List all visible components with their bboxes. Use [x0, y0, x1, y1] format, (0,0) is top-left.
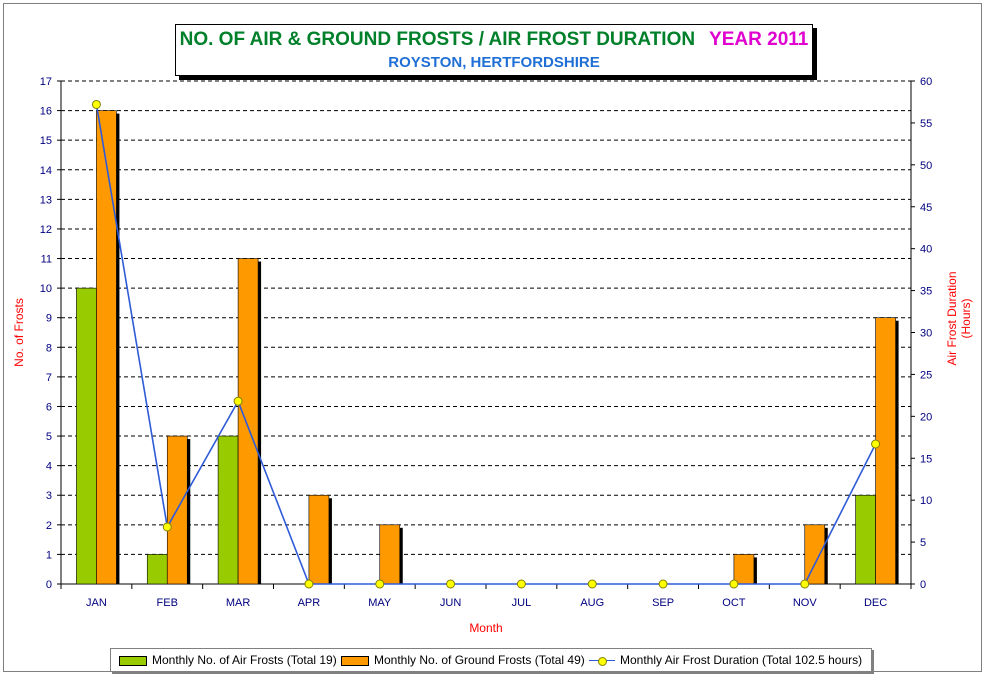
duration-point — [871, 439, 881, 449]
y-tick-label: 14 — [40, 165, 52, 177]
y-tick-label: 7 — [46, 372, 52, 384]
x-tick-label: DEC — [864, 597, 887, 609]
bar-ground-frost-shadow — [187, 439, 191, 584]
duration-point — [658, 579, 668, 589]
chart-title-box: NO. OF AIR & GROUND FROSTS / AIR FROST D… — [175, 24, 813, 76]
y-tick-label: 1 — [46, 549, 52, 561]
y2-tick-label: 5 — [920, 537, 926, 549]
bar-air-frost — [217, 435, 239, 585]
y-tick-label: 11 — [41, 254, 52, 266]
x-tick-label: JAN — [86, 597, 107, 609]
y2-axis-label-line2: (Hours) — [959, 298, 973, 338]
x-tick-label: NOV — [793, 597, 818, 609]
y-tick-label: 2 — [46, 520, 52, 532]
bar-ground-frost — [379, 524, 401, 585]
y2-tick-label: 10 — [920, 495, 932, 507]
legend-swatch-ground — [341, 655, 369, 666]
duration-point — [304, 579, 314, 589]
y2-tick-label: 45 — [920, 202, 932, 214]
legend-swatch-air — [119, 655, 147, 666]
y2-tick-label: 20 — [920, 411, 932, 423]
duration-point — [800, 579, 810, 589]
x-tick-label: MAY — [368, 597, 392, 609]
y2-tick-label: 60 — [920, 76, 932, 88]
legend-label-duration: Monthly Air Frost Duration (Total 102.5 … — [620, 653, 863, 667]
y2-tick-label: 40 — [920, 244, 932, 256]
y2-tick-label: 0 — [920, 579, 926, 591]
legend-item-air: Monthly No. of Air Frosts (Total 19) — [119, 653, 337, 667]
y-axis-label: No. of Frosts — [12, 298, 26, 367]
y-tick-label: 12 — [40, 224, 52, 236]
bar-air-frost — [855, 494, 876, 585]
bar-ground-frost-shadow — [116, 113, 120, 585]
duration-point — [587, 579, 597, 589]
bar-ground-frost — [804, 524, 826, 585]
y-tick-label: 5 — [46, 431, 52, 443]
bar-ground-frost-shadow — [824, 527, 828, 584]
bar-air-frost — [146, 554, 168, 585]
y-tick-label: 13 — [40, 194, 52, 206]
y-tick-label: 15 — [40, 135, 52, 147]
bar-ground-frost — [308, 494, 330, 585]
bar-ground-frost-shadow — [399, 527, 403, 584]
legend-label-air: Monthly No. of Air Frosts (Total 19) — [152, 653, 337, 667]
chart-title-main: NO. OF AIR & GROUND FROSTS / AIR FROST D… — [179, 29, 696, 50]
y2-tick-label: 55 — [920, 118, 932, 130]
duration-point — [446, 579, 456, 589]
y2-tick-label: 30 — [920, 328, 932, 340]
x-tick-label: MAR — [226, 597, 251, 609]
bar-ground-frost-shadow — [895, 320, 899, 584]
y-tick-label: 8 — [46, 342, 52, 354]
y2-tick-label: 15 — [920, 453, 932, 465]
bar-air-frost — [76, 287, 97, 585]
x-tick-label: FEB — [157, 597, 178, 609]
y2-tick-label: 35 — [920, 286, 932, 298]
y2-tick-label: 50 — [920, 160, 932, 172]
bar-ground-frost-shadow — [258, 261, 262, 584]
duration-point — [162, 522, 172, 532]
bar-ground-frost — [237, 258, 259, 585]
y2-axis-label-line1: Air Frost Duration — [945, 271, 959, 365]
bar-ground-frost — [733, 554, 755, 585]
y-tick-label: 0 — [46, 579, 52, 591]
y-tick-label: 6 — [46, 401, 52, 413]
duration-point — [91, 99, 101, 109]
frost-chart: 0123456789101112131415161705101520253035… — [12, 76, 973, 635]
duration-point — [729, 579, 739, 589]
x-tick-label: APR — [298, 597, 321, 609]
bar-ground-frost-shadow — [328, 498, 332, 584]
duration-point — [516, 579, 526, 589]
x-tick-label: SEP — [652, 597, 674, 609]
y-tick-label: 4 — [46, 461, 52, 473]
legend-item-duration: Monthly Air Frost Duration (Total 102.5 … — [589, 653, 862, 667]
duration-point — [375, 579, 385, 589]
bar-ground-frost-shadow — [753, 557, 757, 584]
y-tick-label: 10 — [40, 283, 52, 295]
x-axis-label: Month — [469, 621, 502, 635]
bar-ground-frost — [875, 317, 896, 585]
bar-ground-frost — [96, 110, 117, 585]
chart-legend: Monthly No. of Air Frosts (Total 19) Mon… — [110, 648, 872, 672]
chart-title-year: YEAR 2011 — [709, 29, 809, 50]
chart-subtitle: ROYSTON, HERTFORDSHIRE — [388, 54, 600, 71]
x-tick-label: AUG — [580, 597, 604, 609]
y-tick-label: 16 — [40, 106, 52, 118]
y-tick-label: 3 — [46, 490, 52, 502]
y2-axis-label: Air Frost Duration(Hours) — [945, 271, 973, 365]
y-tick-label: 9 — [46, 313, 52, 325]
legend-label-ground: Monthly No. of Ground Frosts (Total 49) — [374, 653, 585, 667]
duration-point — [233, 396, 243, 406]
legend-item-ground: Monthly No. of Ground Frosts (Total 49) — [341, 653, 585, 667]
y2-tick-label: 25 — [920, 369, 932, 381]
chart-frame: 0 1 2 3 4 5 6 7 8 9 10 11 12 13 14 15 16 17 0 5 10 15 20 25 30 35… — [3, 3, 982, 672]
x-tick-label: OCT — [722, 597, 746, 609]
duration-line — [95, 104, 877, 585]
y-tick-label: 17 — [40, 76, 52, 88]
legend-swatch-duration — [589, 656, 615, 666]
x-tick-label: JUN — [440, 597, 461, 609]
x-tick-label: JUL — [512, 597, 532, 609]
chart-title: NO. OF AIR & GROUND FROSTS / AIR FROST D… — [176, 29, 812, 51]
